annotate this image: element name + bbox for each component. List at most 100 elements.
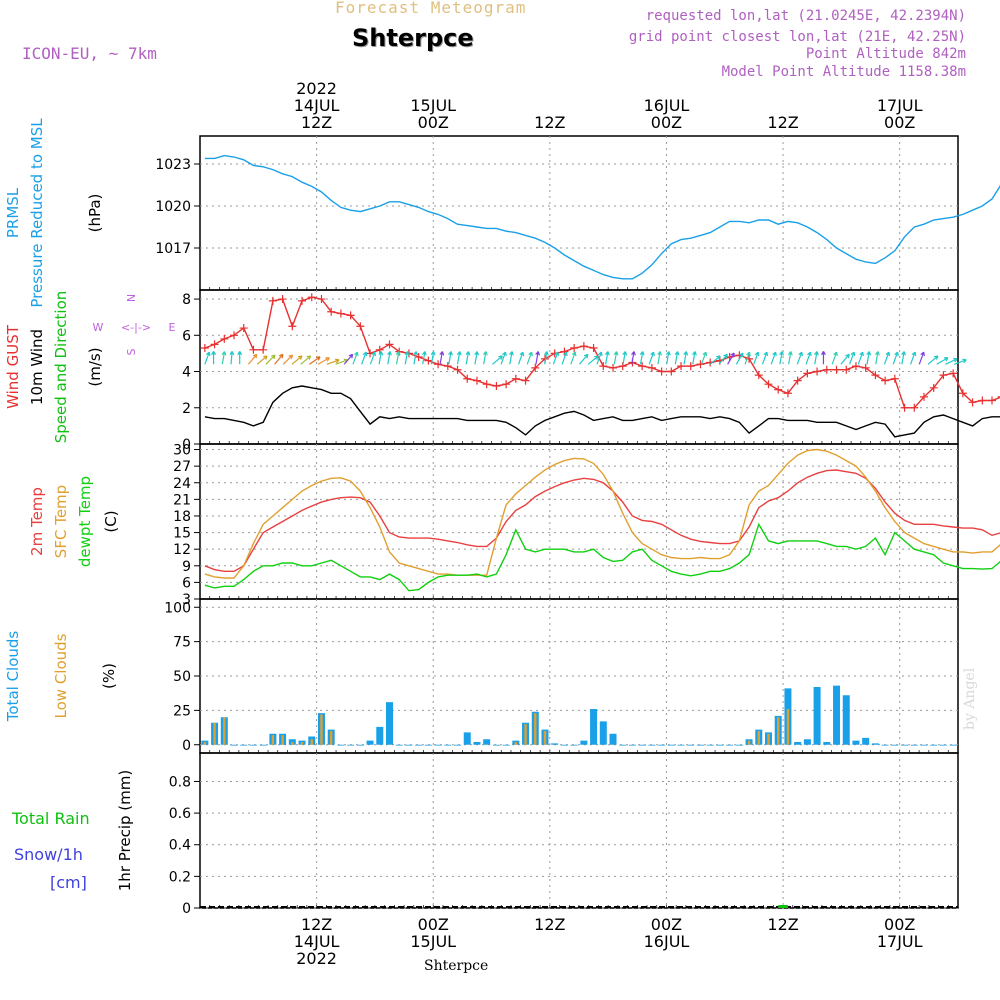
wind-arrow bbox=[718, 353, 728, 365]
gust-marker bbox=[200, 343, 209, 352]
y-tick-label: 21 bbox=[173, 492, 191, 508]
y-tick-label: 75 bbox=[173, 635, 191, 651]
y-tick-label: 4 bbox=[182, 365, 191, 381]
wind-arrow bbox=[265, 354, 276, 365]
gust-marker bbox=[346, 311, 355, 320]
wind-arrow bbox=[779, 351, 784, 365]
y-tick-label: 0 bbox=[182, 738, 191, 754]
top-time-label: 12Z bbox=[534, 113, 565, 132]
y-tick-label: 24 bbox=[173, 476, 191, 492]
y-tick-label: 100 bbox=[164, 600, 191, 616]
gust-marker bbox=[278, 295, 287, 304]
wind-arrow bbox=[474, 351, 480, 365]
gust-marker bbox=[579, 342, 588, 351]
gust-marker bbox=[939, 371, 948, 380]
y-axis-label: 2m Temp bbox=[28, 487, 46, 556]
panel-frame bbox=[199, 443, 959, 600]
wind-arrow bbox=[596, 351, 603, 365]
gust-marker bbox=[919, 392, 928, 401]
total-cloud-bar bbox=[415, 744, 423, 746]
low-cloud-bar bbox=[524, 724, 527, 745]
wind-arrow bbox=[927, 355, 939, 365]
gust-marker bbox=[511, 374, 520, 383]
total-cloud-bar bbox=[881, 744, 889, 746]
gust-marker bbox=[268, 296, 277, 305]
wind-arrow bbox=[936, 357, 949, 365]
bottom-time-label: 00Z bbox=[418, 915, 449, 934]
wind-arrow bbox=[821, 350, 826, 365]
gust-marker bbox=[638, 362, 647, 371]
total-cloud-bar bbox=[356, 744, 364, 746]
wind-arrow bbox=[613, 351, 619, 365]
low-cloud-bar bbox=[300, 742, 304, 745]
total-cloud-bar bbox=[609, 733, 617, 745]
gust-marker bbox=[443, 362, 452, 371]
precip-legend-label: Snow/1h bbox=[14, 845, 83, 864]
total-cloud-bar bbox=[434, 744, 442, 746]
low-cloud-bar bbox=[320, 714, 323, 745]
compass-rose: N W <-|-> E S bbox=[93, 294, 176, 356]
total-cloud-bar bbox=[230, 744, 238, 746]
y-tick-label: 0.6 bbox=[169, 806, 191, 822]
y-axis-label: SFC Temp bbox=[52, 485, 70, 558]
wind-arrow bbox=[753, 351, 760, 365]
gust-marker bbox=[754, 371, 763, 380]
total-cloud-bar bbox=[376, 726, 384, 745]
gust-marker bbox=[910, 403, 919, 412]
y-axis-label: Wind GUST bbox=[4, 324, 22, 409]
total-cloud-bar bbox=[560, 744, 568, 746]
low-cloud-bar bbox=[777, 717, 780, 745]
gust-marker bbox=[453, 365, 462, 374]
y-tick-label: 0.2 bbox=[169, 869, 191, 885]
series-prmsl bbox=[204, 154, 1000, 280]
precip-legend-label: [cm] bbox=[50, 873, 87, 892]
total-cloud-bar bbox=[599, 721, 607, 745]
wind-arrow bbox=[211, 350, 217, 365]
y-tick-label: 1023 bbox=[155, 157, 191, 173]
gust-marker bbox=[220, 334, 229, 343]
wind-arrow bbox=[317, 357, 330, 365]
gust-marker bbox=[832, 365, 841, 374]
low-cloud-bar bbox=[767, 733, 770, 745]
wind-arrow bbox=[744, 351, 751, 365]
wind-arrow bbox=[326, 358, 340, 365]
panel-pressure: 1017 1020 1023 PRMSL Pressure Reduced to MSL… bbox=[4, 118, 1000, 308]
low-cloud-bar bbox=[330, 731, 333, 745]
low-cloud-bar bbox=[203, 742, 207, 745]
total-cloud-bar bbox=[395, 744, 403, 746]
wind-arrow bbox=[465, 351, 471, 365]
wind-arrow bbox=[509, 351, 514, 365]
compass-n: N bbox=[125, 294, 138, 302]
gust-marker bbox=[317, 295, 326, 304]
total-cloud-bar bbox=[939, 744, 947, 746]
gust-marker bbox=[307, 293, 316, 302]
top-time-label: 14JUL bbox=[294, 96, 340, 115]
bottom-time-label: 00Z bbox=[651, 915, 682, 934]
total-cloud-bar bbox=[463, 732, 471, 745]
wind-arrow bbox=[657, 351, 663, 365]
total-cloud-bar bbox=[454, 744, 462, 746]
total-cloud-bar bbox=[386, 702, 393, 745]
total-cloud-bar bbox=[240, 744, 248, 746]
total-cloud-bar bbox=[483, 739, 491, 745]
wind-arrow bbox=[378, 351, 384, 365]
wind-arrow bbox=[945, 357, 958, 365]
gust-marker bbox=[842, 365, 851, 374]
gust-marker bbox=[336, 309, 345, 318]
panel-wind: 0 2 4 6 8 Wind GUST 10m Wind Speed and Directio… bbox=[4, 289, 1000, 453]
wind-arrow bbox=[448, 351, 453, 365]
wind-arrow bbox=[875, 351, 880, 365]
total-cloud-bar bbox=[337, 744, 345, 746]
total-cloud-bar bbox=[949, 744, 957, 746]
wind-arrow bbox=[692, 351, 697, 365]
wind-arrow bbox=[421, 351, 427, 365]
location-title: Shterpce bbox=[352, 24, 474, 52]
y-tick-label: 15 bbox=[173, 526, 191, 542]
y-tick-label: 9 bbox=[182, 559, 191, 575]
wind-arrow bbox=[727, 352, 735, 365]
wind-arrow bbox=[910, 351, 917, 365]
bottom-time-label: 17JUL bbox=[877, 932, 923, 951]
gust-marker bbox=[774, 385, 783, 394]
y-tick-label: 50 bbox=[173, 669, 191, 685]
